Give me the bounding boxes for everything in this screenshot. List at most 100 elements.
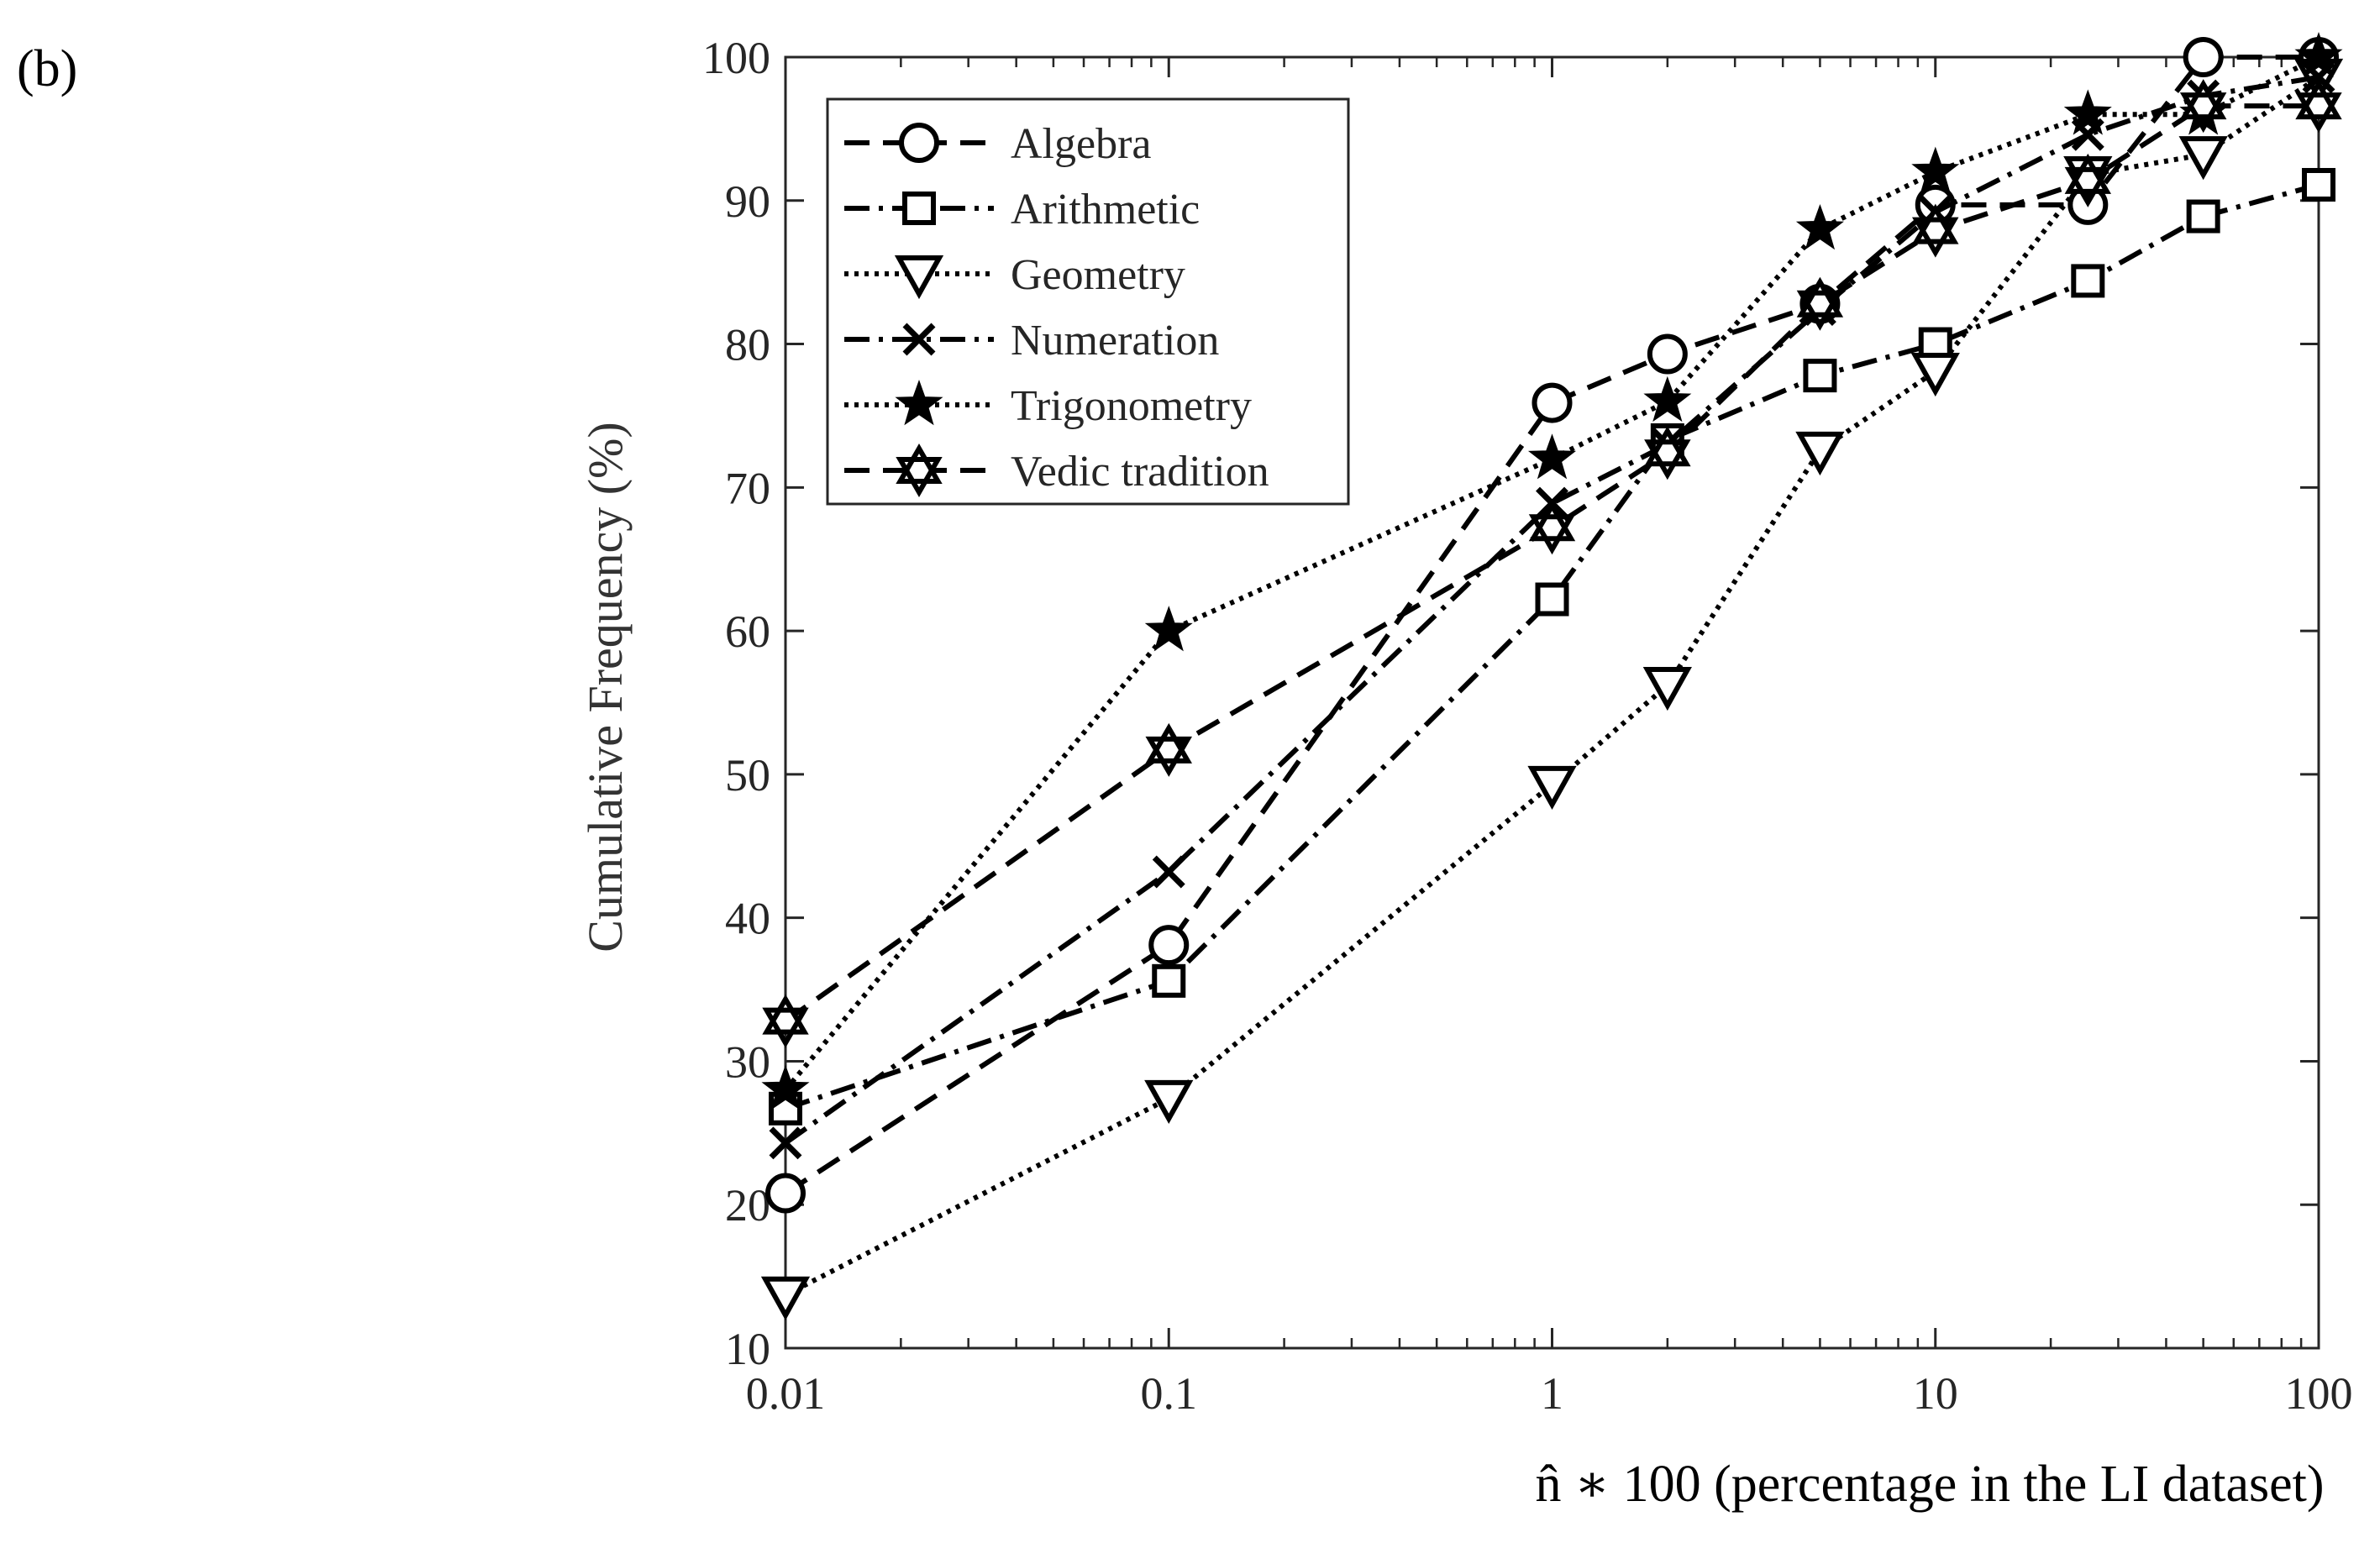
legend-label: Arithmetic — [1011, 186, 1200, 234]
square-marker — [902, 192, 936, 225]
data-point — [1643, 375, 1692, 422]
data-point — [1796, 276, 1844, 331]
x-tick-label: 1 — [1541, 1368, 1563, 1419]
hexagram-marker-b — [2295, 92, 2342, 134]
legend-box — [826, 97, 1350, 506]
data-point — [2294, 32, 2343, 78]
hexagram-marker-b — [762, 1007, 809, 1048]
data-point — [1528, 501, 1576, 555]
plot-area: 10 20 30 40 50 60 70 80 90 100 0.01 0.1 1 10 100 — [702, 32, 2353, 1419]
legend-item: Vedic tradition — [844, 443, 1269, 498]
hexagram-marker-b — [1145, 736, 1192, 777]
circle-marker — [1647, 333, 1688, 375]
y-tick-label: 40 — [725, 894, 770, 944]
square-marker — [2071, 264, 2105, 298]
panel-label: (b) — [17, 40, 77, 97]
y-tick-label: 100 — [702, 33, 770, 83]
series-line — [784, 74, 2320, 1146]
data-point — [1527, 433, 1577, 480]
hexagram-marker-b — [1644, 439, 1691, 480]
legend-label: Numeration — [1011, 317, 1219, 365]
series-line — [784, 75, 2320, 1298]
hexagram-marker-b — [2179, 92, 2227, 134]
data-point — [1910, 353, 1960, 397]
y-tick-label: 60 — [725, 606, 770, 657]
x-marker — [769, 1126, 802, 1160]
square-marker — [2186, 199, 2220, 234]
legend-marker — [902, 323, 936, 356]
x-tick-label: 10 — [1913, 1368, 1958, 1419]
data-point — [2295, 79, 2342, 134]
circle-marker — [2183, 37, 2224, 77]
data-point — [2302, 167, 2335, 202]
legend-item: Trigonometry — [844, 380, 1252, 430]
legend-marker — [899, 123, 939, 163]
y-tick-label: 20 — [725, 1180, 770, 1231]
star-marker — [895, 380, 943, 426]
legend-item: Geometry — [844, 251, 1185, 300]
y-tick-label: 10 — [725, 1324, 770, 1374]
data-point — [2071, 264, 2105, 298]
y-axis-label: Cumulative Frequency (%) — [578, 422, 633, 952]
legend-label: Vedic tradition — [1011, 448, 1269, 496]
y-tick-label: 50 — [725, 750, 770, 800]
data-point — [1535, 582, 1569, 617]
hexagram-marker-b — [896, 457, 943, 498]
triangle-marker — [1642, 667, 1692, 711]
data-point — [1144, 606, 1193, 652]
circle-marker — [765, 1173, 806, 1214]
data-point — [761, 1064, 810, 1110]
legend-marker — [896, 443, 943, 498]
hexagram-marker-b — [2064, 166, 2111, 207]
data-point — [1647, 333, 1688, 375]
data-point — [1148, 925, 1190, 966]
data-point — [1795, 203, 1844, 250]
data-point — [2179, 79, 2227, 134]
data-point — [1152, 855, 1185, 889]
y-tick-label: 70 — [725, 463, 770, 513]
series-arithmetic — [769, 167, 2335, 1126]
y-tick-label: 90 — [725, 176, 770, 227]
triangle-marker — [1795, 431, 1845, 476]
legend-label: Trigonometry — [1011, 382, 1252, 430]
data-point — [760, 1276, 811, 1320]
star-marker — [2063, 89, 2112, 135]
star-marker — [1527, 433, 1577, 480]
star-marker — [2294, 32, 2343, 78]
circle-marker — [899, 123, 939, 163]
data-point — [1145, 722, 1192, 777]
data-point — [2186, 199, 2220, 234]
star-marker — [1144, 606, 1193, 652]
square-marker — [1803, 359, 1837, 393]
data-point — [1532, 382, 1573, 423]
triangle-marker — [2178, 136, 2228, 181]
data-point — [762, 994, 809, 1048]
y-tick-label: 80 — [725, 320, 770, 370]
legend-label: Geometry — [1011, 251, 1185, 299]
data-point — [1803, 359, 1837, 393]
data-point — [1911, 146, 1960, 192]
triangle-marker — [1910, 353, 1960, 397]
data-point — [1144, 1079, 1194, 1125]
square-marker — [1535, 582, 1569, 617]
series-vedic-tradition — [762, 79, 2342, 1048]
data-point — [2064, 153, 2111, 207]
legend-marker — [894, 255, 944, 300]
star-marker — [761, 1064, 810, 1110]
x-marker — [902, 323, 936, 356]
square-marker — [2302, 167, 2335, 202]
data-point — [2063, 89, 2112, 135]
circle-marker — [1148, 925, 1190, 966]
square-marker — [1152, 963, 1186, 998]
x-tick-label: 0.01 — [746, 1368, 826, 1419]
legend-marker — [902, 192, 936, 225]
hexagram-marker-b — [1528, 514, 1576, 555]
hexagram-marker-b — [1796, 290, 1844, 331]
legend-item: Arithmetic — [844, 186, 1200, 234]
y-tick-label: 30 — [725, 1037, 770, 1087]
data-point — [765, 1173, 806, 1214]
star-marker — [1795, 203, 1844, 250]
triangle-marker — [1527, 765, 1577, 810]
star-marker — [1911, 146, 1960, 192]
